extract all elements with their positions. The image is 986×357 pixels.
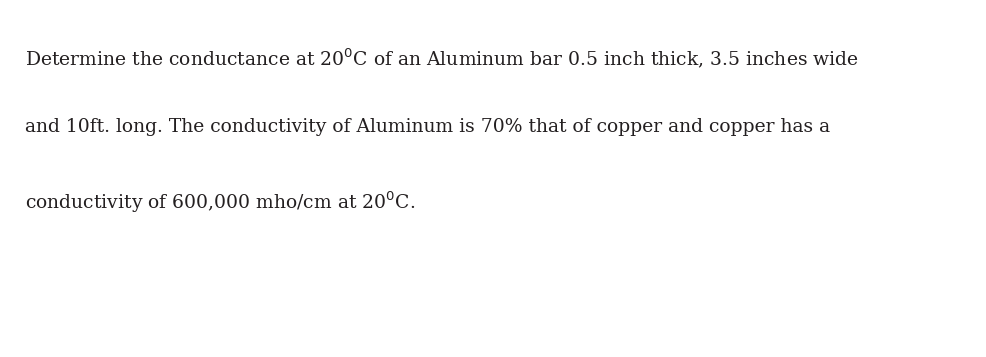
Text: conductivity of 600,000 mho/cm at 20$^0$C.: conductivity of 600,000 mho/cm at 20$^0$… <box>25 189 415 215</box>
Text: and 10ft. long. The conductivity of Aluminum is 70% that of copper and copper ha: and 10ft. long. The conductivity of Alum… <box>25 118 830 136</box>
Text: Determine the conductance at 20$^0$C of an Aluminum bar 0.5 inch thick, 3.5 inch: Determine the conductance at 20$^0$C of … <box>25 46 859 70</box>
